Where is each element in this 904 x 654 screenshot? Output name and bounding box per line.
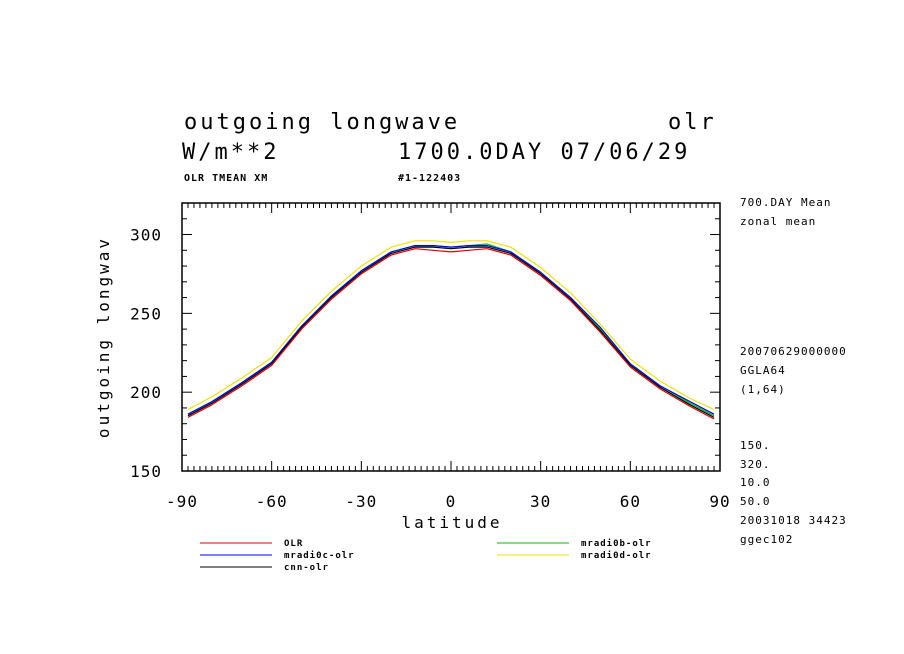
x-tick-label: -60 bbox=[256, 492, 288, 511]
x-tick-label: 60 bbox=[620, 492, 641, 511]
x-axis-label: latitude bbox=[401, 513, 502, 532]
units-label: W/m**2 bbox=[182, 140, 280, 165]
chart-title: outgoing longwave bbox=[184, 110, 461, 135]
side-info-ymin: 150. bbox=[740, 439, 771, 452]
side-info-stamp: 20031018 34423 bbox=[740, 514, 847, 527]
x-tick-label: -30 bbox=[345, 492, 377, 511]
side-info-zonal: zonal mean bbox=[740, 215, 817, 228]
y-tick-label: 200 bbox=[130, 383, 162, 402]
x-tick-label: 0 bbox=[446, 492, 457, 511]
subtitle-left: OLR TMEAN XM bbox=[184, 173, 269, 184]
legend-label-mradi0c-olr: mradi0c-olr bbox=[284, 550, 355, 561]
series-line-cnn-olr bbox=[187, 246, 715, 418]
y-tick-label: 250 bbox=[130, 304, 162, 323]
side-info-date: 20070629000000 bbox=[740, 345, 847, 358]
side-info-minor: 10.0 bbox=[740, 476, 771, 489]
legend-label-mradi0d-olr: mradi0d-olr bbox=[581, 550, 652, 561]
y-axis-label: outgoing longwav bbox=[94, 236, 113, 438]
variable-name: olr bbox=[668, 110, 717, 135]
side-info-index: (1,64) bbox=[740, 383, 786, 396]
series-line-mradi0c-olr bbox=[187, 245, 715, 415]
side-info-grid: GGLA64 bbox=[740, 364, 786, 377]
side-info-mean: 700.DAY Mean bbox=[740, 196, 832, 209]
x-tick-label: -90 bbox=[166, 492, 198, 511]
x-tick-label: 90 bbox=[709, 492, 730, 511]
side-info-exp: ggec102 bbox=[740, 533, 794, 546]
side-info-ymax: 320. bbox=[740, 458, 771, 471]
legend-label-cnn-olr: cnn-olr bbox=[284, 563, 329, 573]
series-line-mradi0d-olr bbox=[187, 240, 715, 411]
y-tick-label: 300 bbox=[130, 226, 162, 245]
run-info: 1700.0DAY 07/06/29 bbox=[398, 140, 691, 165]
plot-frame bbox=[181, 202, 721, 472]
legend-label-mradi0b-olr: mradi0b-olr bbox=[581, 538, 652, 549]
y-tick-label: 150 bbox=[130, 462, 162, 481]
side-info-major: 50.0 bbox=[740, 495, 771, 508]
series-line-mradi0b-olr bbox=[187, 243, 715, 417]
x-tick-label: 30 bbox=[530, 492, 551, 511]
subtitle-mid: #1-122403 bbox=[398, 173, 462, 184]
series-line-OLR bbox=[187, 248, 715, 420]
legend-label-OLR: OLR bbox=[284, 539, 303, 549]
